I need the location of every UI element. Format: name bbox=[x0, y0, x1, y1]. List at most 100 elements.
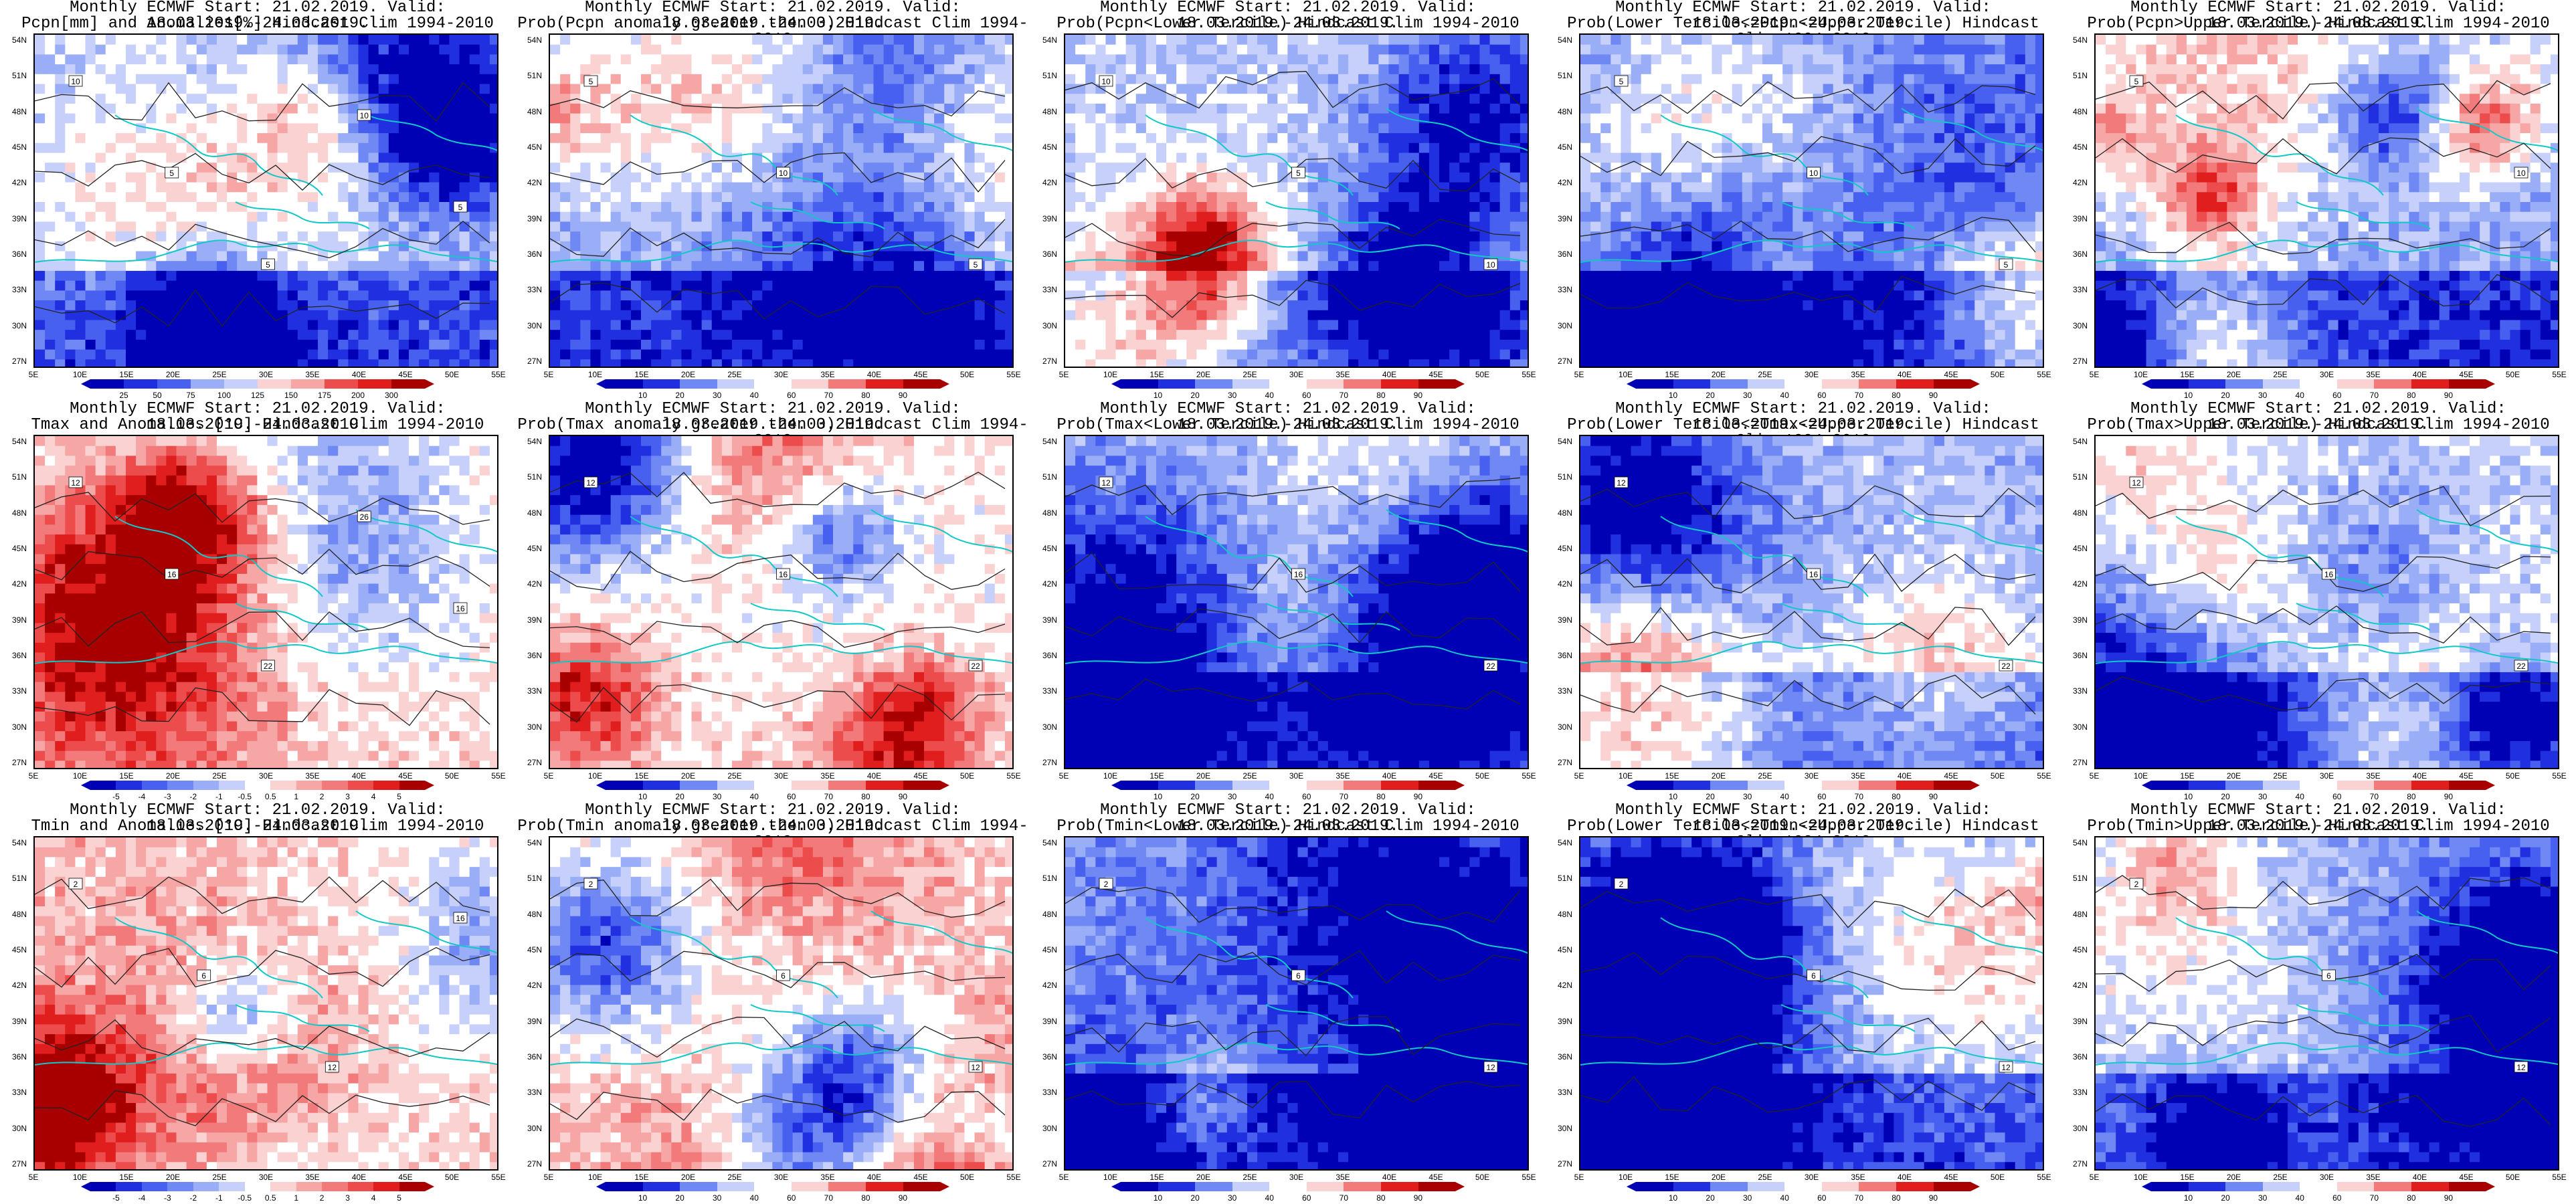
contour-label: 5 bbox=[2129, 75, 2144, 87]
contour-label: 12 bbox=[968, 1061, 983, 1073]
lat-tick-label: 39N bbox=[12, 615, 27, 625]
lat-tick-label: 36N bbox=[1558, 651, 1572, 660]
lon-tick-label: 40E bbox=[352, 771, 366, 781]
color-bar-swatch bbox=[754, 781, 792, 790]
lon-tick-label: 25E bbox=[1758, 771, 1772, 781]
lon-tick-label: 25E bbox=[1758, 1173, 1772, 1182]
lon-tick-label: 35E bbox=[305, 1173, 319, 1182]
color-bar-swatch bbox=[2374, 781, 2411, 790]
color-bar-tick-label: -3 bbox=[164, 792, 171, 801]
color-bar-swatch bbox=[2262, 379, 2300, 389]
lon-tick-label: 10E bbox=[1103, 1173, 1117, 1182]
lon-tick-label: 55E bbox=[2552, 771, 2566, 781]
color-bar-swatch bbox=[1636, 781, 1673, 790]
lon-tick-label: 5E bbox=[2090, 771, 2100, 781]
color-bar-tick-label: 125 bbox=[251, 391, 264, 400]
color-bar-swatch bbox=[358, 379, 391, 389]
lon-tick-label: 10E bbox=[1103, 771, 1117, 781]
color-bar-swatch bbox=[1933, 781, 1971, 790]
lat-tick-label: 33N bbox=[527, 285, 542, 294]
color-bar-tick-label: 80 bbox=[1376, 391, 1385, 400]
color-bar-swatch bbox=[224, 379, 258, 389]
contour-label: 12 bbox=[1999, 1061, 2013, 1073]
color-bar-tick-label: 80 bbox=[1892, 1193, 1900, 1203]
color-bar-swatch bbox=[642, 781, 680, 790]
lat-tick-label: 33N bbox=[527, 1088, 542, 1097]
lon-tick-label: 45E bbox=[913, 771, 927, 781]
color-bar-swatch bbox=[606, 379, 643, 389]
color-bar-tick-label: 1 bbox=[294, 1193, 298, 1203]
lon-tick-label: 30E bbox=[774, 1173, 788, 1182]
lat-tick-label: 54N bbox=[2073, 838, 2088, 847]
lat-tick-label: 33N bbox=[1042, 1088, 1057, 1097]
color-bar-swatch bbox=[1380, 1182, 1418, 1191]
color-bar-tick-label: 40 bbox=[750, 391, 759, 400]
color-bar bbox=[1627, 781, 1980, 790]
lon-tick-label: 55E bbox=[1006, 370, 1020, 379]
color-bar-swatch bbox=[2374, 1182, 2411, 1191]
color-bar-tick-label: 30 bbox=[1743, 792, 1752, 801]
color-bar-swatch bbox=[124, 379, 157, 389]
color-bar-swatch bbox=[244, 781, 271, 790]
contour-label: 6 bbox=[776, 969, 790, 981]
color-bar-swatch bbox=[717, 379, 755, 389]
lon-tick-label: 50E bbox=[445, 1173, 459, 1182]
color-bar-tick-label: 70 bbox=[1340, 792, 1348, 801]
color-bar-tick-label: 30 bbox=[1743, 391, 1752, 400]
color-bar-tick-label: 50 bbox=[153, 391, 161, 400]
color-bar-tick-label: -5 bbox=[112, 1193, 120, 1203]
forecast-map: 5 10 5 bbox=[549, 33, 1014, 368]
lat-tick-label: 33N bbox=[1558, 1088, 1572, 1097]
lat-tick-label: 48N bbox=[1042, 107, 1057, 116]
lat-tick-label: 39N bbox=[527, 214, 542, 223]
lon-tick-label: 55E bbox=[2037, 1173, 2051, 1182]
lon-tick-label: 35E bbox=[2366, 370, 2380, 379]
color-bar-swatch bbox=[1747, 379, 1785, 389]
lon-tick-label: 45E bbox=[913, 1173, 927, 1182]
lon-tick-label: 50E bbox=[1991, 1173, 2005, 1182]
forecast-field: 2 6 12 bbox=[2096, 837, 2558, 1169]
lon-tick-label: 25E bbox=[727, 370, 741, 379]
color-bar-swatch bbox=[2374, 379, 2411, 389]
color-bar-tick-label: 100 bbox=[217, 391, 231, 400]
color-bar-swatch bbox=[2188, 1182, 2226, 1191]
color-bar-tick-label: 80 bbox=[1892, 792, 1900, 801]
lon-tick-label: 15E bbox=[119, 370, 133, 379]
lat-tick-label: 36N bbox=[527, 1052, 542, 1062]
forecast-field: 12 16 22 bbox=[1580, 436, 2043, 768]
forecast-map: 5 10 bbox=[2094, 33, 2559, 368]
lon-tick-label: 50E bbox=[960, 370, 974, 379]
color-bar-swatch bbox=[903, 379, 941, 389]
color-bar-swatch bbox=[1158, 1182, 1196, 1191]
lat-tick-label: 45N bbox=[12, 544, 27, 553]
color-bar-swatch bbox=[1710, 781, 1748, 790]
lon-tick-label: 55E bbox=[491, 370, 505, 379]
lat-tick-label: 54N bbox=[1042, 35, 1057, 45]
color-bar-tick-label: 40 bbox=[750, 1193, 759, 1203]
lat-tick-label: 33N bbox=[2073, 1088, 2088, 1097]
color-bar-tick-label: 60 bbox=[1302, 391, 1311, 400]
color-bar-tick-label: 70 bbox=[824, 1193, 833, 1203]
color-bar-tick-label: 60 bbox=[1817, 792, 1826, 801]
lon-tick-label: 15E bbox=[2180, 370, 2194, 379]
lat-tick-label: 33N bbox=[2073, 686, 2088, 696]
contour-label: 12 bbox=[2514, 1061, 2528, 1073]
lon-tick-label: 40E bbox=[867, 1173, 881, 1182]
color-bar-swatch bbox=[2336, 1182, 2375, 1191]
color-bar-tick-label: 90 bbox=[1929, 1193, 1938, 1203]
lon-tick-label: 40E bbox=[1898, 370, 1912, 379]
lat-tick-label: 54N bbox=[2073, 35, 2088, 45]
color-bar-tick-label: 60 bbox=[2332, 1193, 2341, 1203]
color-bar-swatch bbox=[2151, 379, 2189, 389]
color-bar-swatch bbox=[1636, 1182, 1673, 1191]
lon-tick-label: 55E bbox=[1522, 771, 1536, 781]
color-bar-swatch bbox=[1710, 1182, 1748, 1191]
color-bar-tick-label: 90 bbox=[2444, 792, 2453, 801]
contour-label: 12 bbox=[1099, 476, 1113, 488]
color-bar-tick-label: 3 bbox=[345, 1193, 350, 1203]
lat-tick-label: 54N bbox=[527, 35, 542, 45]
color-bar bbox=[1627, 1182, 1980, 1191]
contour-label: 26 bbox=[357, 510, 371, 522]
color-bar-swatch bbox=[606, 1182, 643, 1191]
lon-tick-label: 55E bbox=[491, 1173, 505, 1182]
